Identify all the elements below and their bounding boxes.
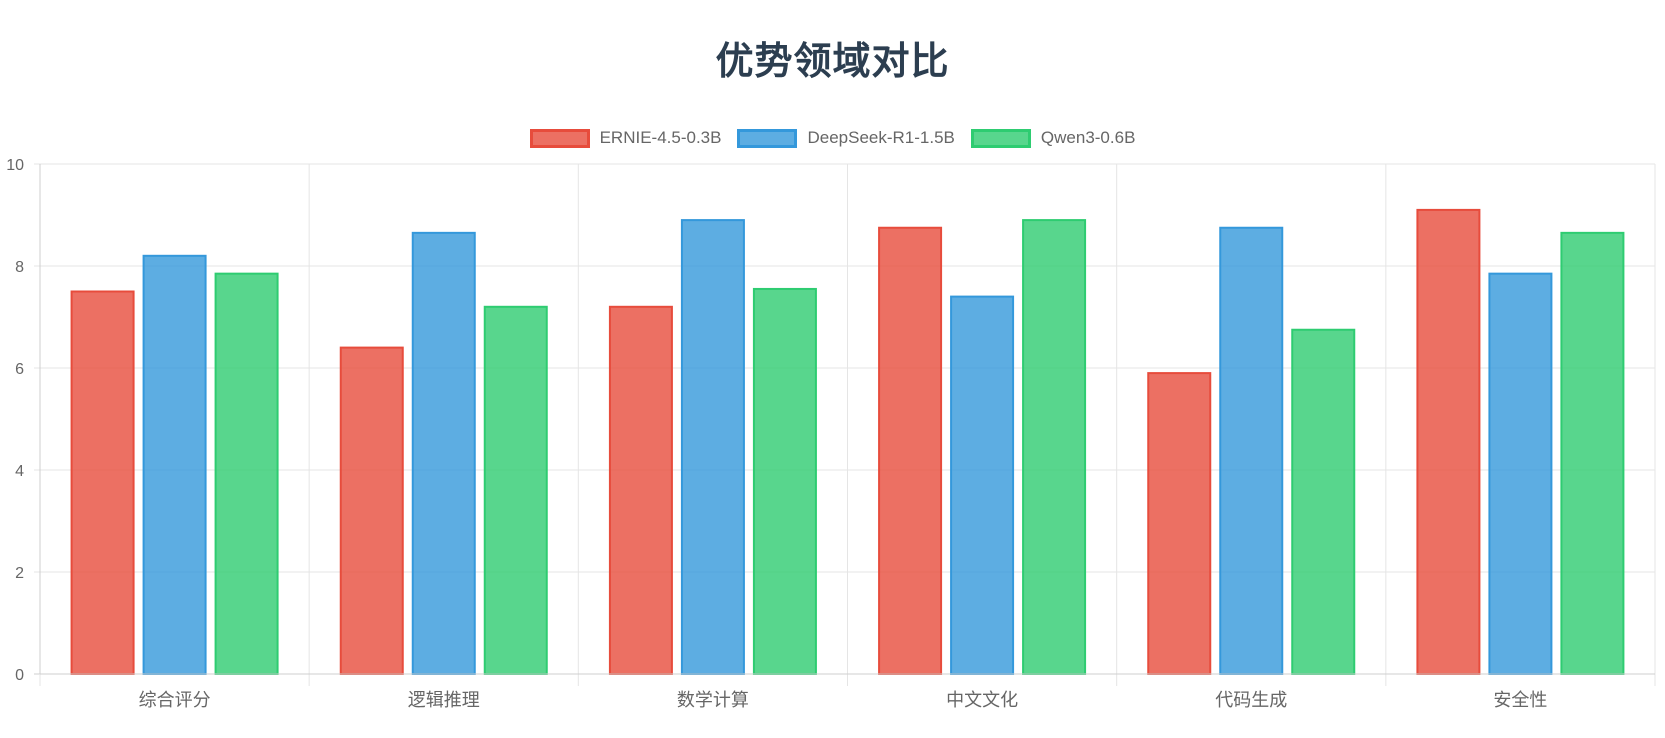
legend-item-deepseek[interactable]: DeepSeek-R1-1.5B bbox=[737, 128, 955, 148]
bar bbox=[1147, 372, 1212, 675]
legend-item-ernie[interactable]: ERNIE-4.5-0.3B bbox=[529, 128, 722, 148]
legend-swatch-ernie bbox=[529, 128, 590, 148]
x-tick-label: 综合评分 bbox=[139, 690, 211, 711]
legend-label-deepseek: DeepSeek-R1-1.5B bbox=[807, 128, 955, 147]
x-tick-label: 中文文化 bbox=[946, 690, 1018, 711]
y-tick-label: 0 bbox=[15, 667, 24, 684]
bars bbox=[70, 208, 1625, 676]
legend-label-ernie: ERNIE-4.5-0.3B bbox=[599, 128, 722, 147]
bar bbox=[1560, 231, 1625, 675]
bar bbox=[878, 226, 943, 675]
bar bbox=[1416, 208, 1481, 675]
bar bbox=[1219, 226, 1284, 675]
y-tick-label: 8 bbox=[15, 259, 24, 276]
bar bbox=[214, 272, 279, 675]
bar bbox=[70, 290, 135, 675]
bar bbox=[680, 219, 745, 675]
bar bbox=[142, 254, 207, 676]
bar bbox=[483, 305, 548, 675]
tick-labels: 0 2 4 6 8 10 综合评分 逻辑推理 数学计算 中文文化 代码生成 安全性 bbox=[6, 157, 1547, 711]
bar bbox=[411, 231, 476, 675]
legend: ERNIE-4.5-0.3B DeepSeek-R1-1.5B Qwen3-0.… bbox=[0, 128, 1665, 148]
bar bbox=[608, 305, 673, 675]
y-tick-label: 10 bbox=[6, 157, 24, 174]
x-tick-label: 安全性 bbox=[1493, 690, 1547, 711]
legend-item-qwen[interactable]: Qwen3-0.6B bbox=[970, 128, 1136, 148]
x-tick-label: 数学计算 bbox=[677, 690, 749, 711]
x-tick-label: 代码生成 bbox=[1215, 690, 1287, 711]
bar bbox=[950, 295, 1015, 675]
bar bbox=[1022, 219, 1087, 675]
bar bbox=[752, 287, 817, 675]
chart-title: 优势领域对比 bbox=[715, 39, 950, 83]
y-tick-label: 4 bbox=[15, 463, 24, 480]
bar bbox=[1488, 272, 1553, 675]
legend-label-qwen: Qwen3-0.6B bbox=[1040, 128, 1136, 147]
legend-swatch-qwen bbox=[970, 128, 1031, 148]
y-tick-label: 2 bbox=[15, 565, 24, 582]
x-tick-label: 逻辑推理 bbox=[408, 690, 480, 711]
axes bbox=[39, 164, 1655, 675]
legend-swatch-deepseek bbox=[737, 128, 798, 148]
bar bbox=[339, 346, 404, 675]
y-tick-label: 6 bbox=[15, 361, 24, 378]
bar bbox=[1291, 328, 1356, 675]
